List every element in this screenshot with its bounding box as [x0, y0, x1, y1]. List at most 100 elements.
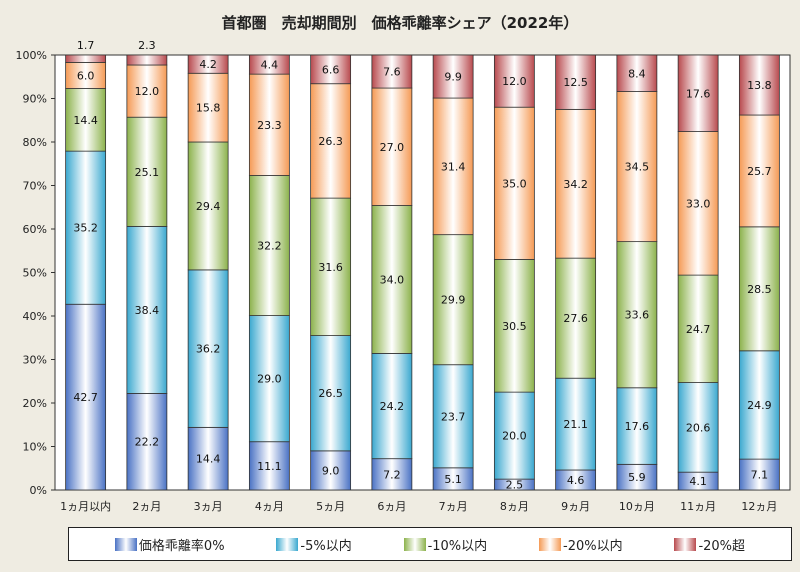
bar-segment: [371, 54, 413, 89]
y-tick-label: 100%: [16, 49, 47, 62]
data-label: 27.6: [563, 312, 588, 325]
legend-label: -5%以内: [300, 538, 352, 554]
data-label: 7.6: [383, 66, 401, 79]
bar-segment: [248, 315, 290, 443]
x-tick-label: 5ヵ月: [316, 500, 345, 513]
legend-swatch: [674, 537, 697, 551]
bar-segment: [187, 141, 229, 271]
data-label: 7.1: [751, 469, 769, 482]
x-tick-label: 7ヵ月: [439, 500, 468, 513]
y-tick-label: 30%: [23, 354, 47, 367]
data-label: 15.8: [196, 102, 221, 115]
data-label: 22.2: [135, 436, 160, 449]
bar-segment: [616, 54, 658, 92]
y-tick-label: 90%: [23, 93, 47, 106]
data-label: 4.1: [689, 475, 707, 488]
bar-segment: [555, 54, 597, 110]
data-label: 27.0: [380, 141, 405, 154]
bar-segment: [65, 54, 107, 63]
data-label: 5.9: [628, 471, 646, 484]
data-label: 14.4: [73, 114, 98, 127]
y-tick-label: 0%: [30, 484, 47, 497]
data-label: 35.0: [502, 177, 527, 190]
data-label: 20.0: [502, 430, 527, 443]
data-label: 8.4: [628, 67, 646, 80]
legend-label: -20%以内: [563, 538, 623, 554]
data-label: 2.5: [506, 479, 524, 492]
data-label: 4.4: [261, 59, 279, 72]
x-tick-label: 10ヵ月: [619, 500, 655, 513]
data-label: 11.1: [257, 460, 282, 473]
bar-segment: [248, 175, 290, 316]
legend-swatch: [539, 537, 561, 551]
data-label: 12.0: [502, 75, 527, 88]
data-label: 28.5: [747, 283, 772, 296]
bar-segment: [310, 83, 352, 199]
data-label: 38.4: [135, 304, 160, 317]
legend-label: -20%超: [698, 538, 746, 554]
bar-segment: [616, 241, 658, 389]
x-tick-label: 11ヵ月: [680, 500, 716, 513]
data-label: 17.6: [686, 87, 711, 100]
y-tick-label: 20%: [23, 397, 47, 410]
bar-segment: [738, 54, 780, 116]
data-label: 24.9: [747, 399, 772, 412]
bar-segment: [677, 274, 719, 383]
bar-segment: [738, 226, 780, 352]
bar-segment: [371, 458, 413, 491]
data-label: 36.2: [196, 343, 221, 356]
legend-label: 価格乖離率0%: [138, 538, 225, 554]
data-label: 17.6: [625, 420, 650, 433]
bar-segment: [738, 350, 780, 460]
legend-swatch: [114, 537, 137, 551]
y-tick-label: 10%: [23, 441, 47, 454]
bar-segment: [310, 54, 352, 85]
data-label: 21.1: [563, 418, 588, 431]
bar-segment: [65, 88, 107, 152]
data-label: 24.7: [686, 323, 711, 336]
legend-swatch: [276, 537, 299, 551]
data-label: 29.0: [257, 373, 282, 386]
bar-segment: [677, 54, 719, 132]
legend-item: -5%以内: [276, 535, 352, 554]
data-label: 31.4: [441, 160, 466, 173]
plot-area: [54, 54, 791, 491]
legend-label: -10%以内: [427, 538, 488, 554]
y-tick-label: 60%: [23, 223, 47, 236]
bar-segment: [310, 450, 352, 491]
data-label: 5.1: [444, 473, 462, 486]
data-label: 26.5: [318, 387, 343, 400]
data-label: 9.0: [322, 464, 340, 477]
bar-segment: [65, 150, 107, 305]
data-label: 6.6: [322, 63, 340, 76]
bar-segment: [187, 426, 229, 491]
bar-segment: [371, 353, 413, 460]
bar-segment: [493, 54, 535, 108]
bar-segment: [432, 54, 474, 99]
data-label: 34.5: [625, 161, 650, 174]
legend-item: -20%超: [674, 535, 745, 554]
data-label: 23.3: [257, 119, 282, 132]
data-label: 4.2: [199, 58, 217, 71]
data-label: 34.2: [563, 178, 588, 191]
data-label: 2.3: [138, 39, 156, 52]
data-label: 34.0: [380, 273, 405, 286]
bar-segment: [555, 108, 597, 259]
data-label: 14.4: [196, 453, 221, 466]
data-label: 1.7: [77, 39, 95, 52]
x-tick-label: 1ヵ月以内: [60, 499, 111, 513]
bar-segment: [493, 259, 535, 393]
data-label: 33.0: [686, 197, 711, 210]
data-label: 9.9: [444, 71, 462, 84]
bar-segment: [248, 441, 290, 491]
bar-segment: [126, 64, 168, 118]
data-label: 42.7: [73, 391, 98, 404]
data-label: 35.2: [73, 222, 98, 235]
data-label: 20.6: [686, 421, 711, 434]
data-label: 25.1: [135, 166, 160, 179]
data-label: 33.6: [625, 309, 650, 322]
bar-segment: [248, 54, 290, 75]
chart-title: 首都圏 売却期間別 価格乖離率シェア（2022年）: [222, 14, 579, 32]
data-label: 7.2: [383, 468, 401, 481]
legend-item: -20%以内: [539, 535, 623, 554]
